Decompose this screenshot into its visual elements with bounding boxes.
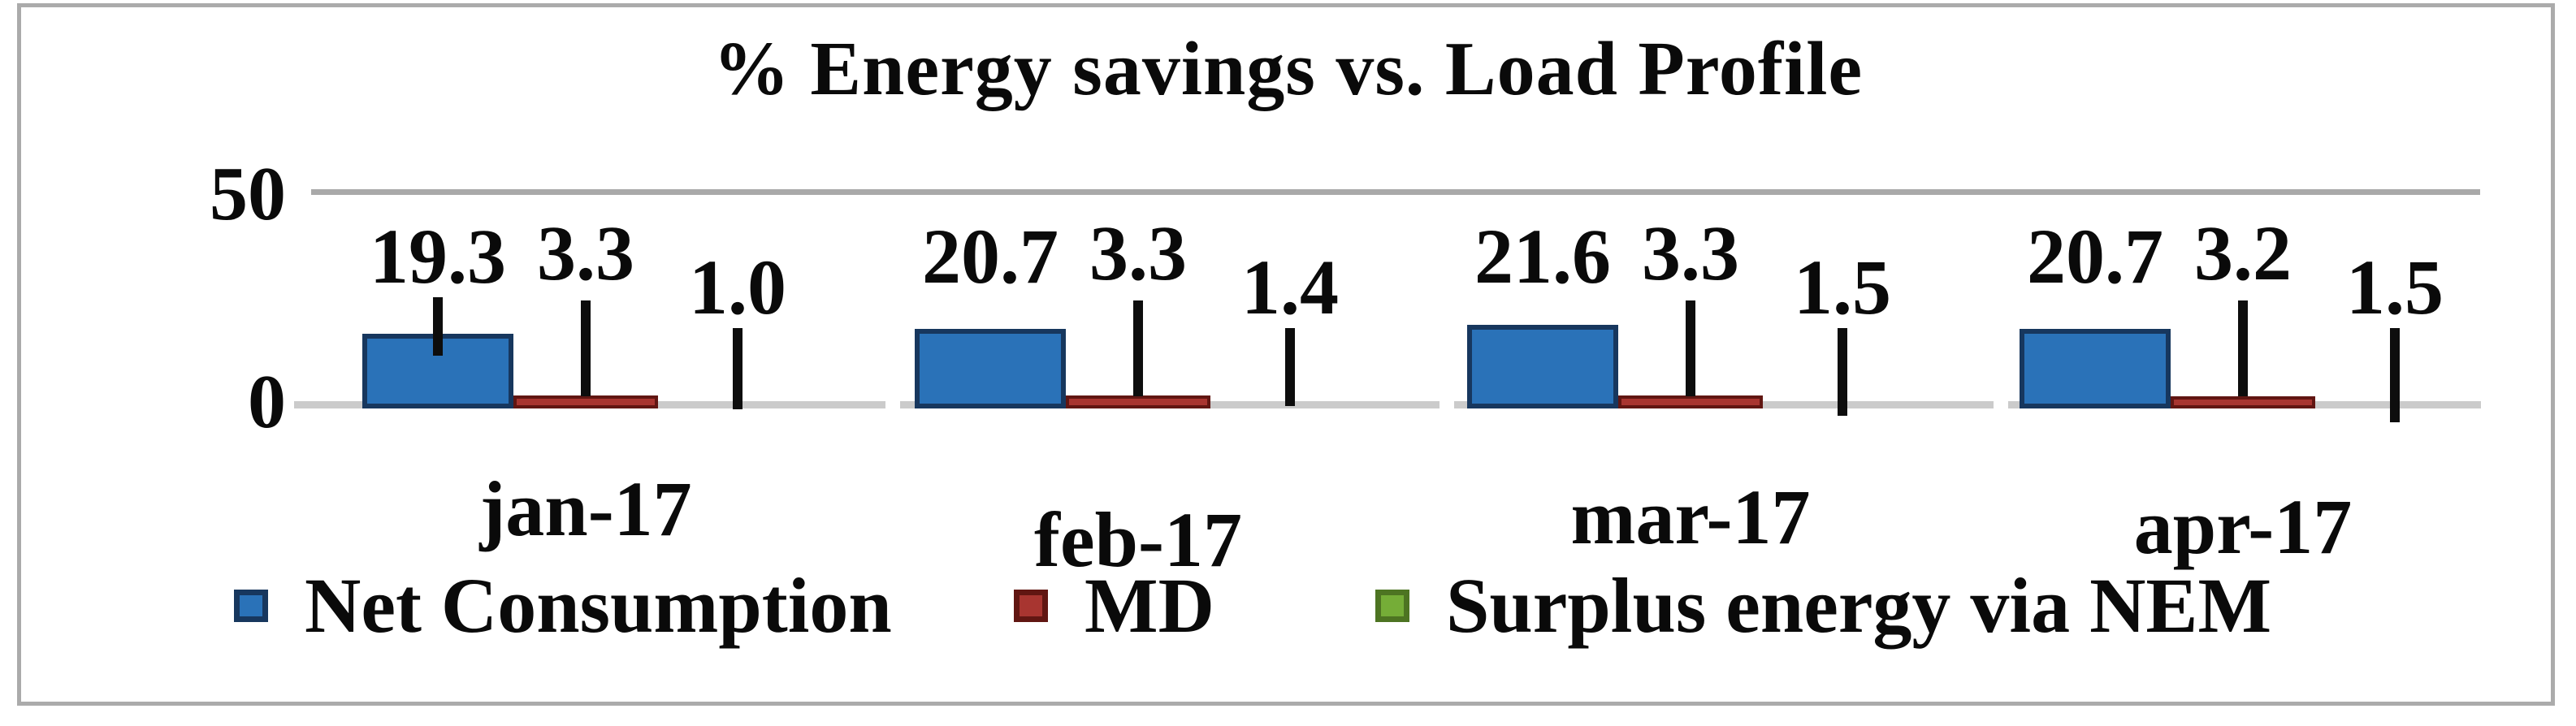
- value-label-net-consumption-mar-17: 21.6: [1474, 213, 1611, 300]
- legend-item-surplus-energy-via-nem: Surplus energy via NEM: [1375, 565, 2271, 646]
- bar-md-mar-17: [1618, 395, 1763, 408]
- value-label-net-consumption-apr-17: 20.7: [2027, 213, 2163, 300]
- bar-net-consumption-feb-17: [915, 329, 1066, 408]
- legend-item-md: MD: [1014, 565, 1214, 646]
- chart-title: % Energy savings vs. Load Profile: [712, 27, 1864, 111]
- bar-md-jan-17: [513, 395, 658, 408]
- leader-line-surplus-energy-via-nem-jan-17: [733, 328, 742, 409]
- value-label-md-feb-17: 3.3: [1089, 210, 1187, 296]
- leader-line-surplus-energy-via-nem-feb-17: [1285, 328, 1295, 406]
- x-axis-label-jan-17: jan-17: [479, 465, 692, 552]
- gridline-top: [311, 189, 2480, 195]
- leader-line-surplus-energy-via-nem-apr-17: [2390, 328, 2400, 422]
- leader-line-md-jan-17: [581, 300, 591, 396]
- legend-label-net-consumption: Net Consumption: [305, 562, 892, 649]
- legend-label-md: MD: [1085, 562, 1214, 649]
- leader-line-md-apr-17: [2238, 300, 2248, 396]
- bar-md-apr-17: [2171, 396, 2315, 408]
- y-axis-tick-0: 0: [248, 360, 286, 444]
- value-label-surplus-energy-via-nem-jan-17: 1.0: [689, 244, 786, 331]
- value-label-net-consumption-feb-17: 20.7: [922, 213, 1059, 300]
- y-axis-tick-50: 50: [210, 152, 286, 236]
- x-axis-label-mar-17: mar-17: [1570, 473, 1811, 560]
- legend-swatch-md: [1014, 590, 1048, 622]
- value-label-md-apr-17: 3.2: [2194, 210, 2292, 296]
- legend-label-surplus-energy-via-nem: Surplus energy via NEM: [1446, 562, 2272, 649]
- bar-net-consumption-apr-17: [2020, 329, 2171, 408]
- x-axis-label-apr-17: apr-17: [2133, 483, 2353, 570]
- value-label-md-jan-17: 3.3: [537, 210, 634, 296]
- bar-md-feb-17: [1066, 395, 1210, 408]
- legend-swatch-net-consumption: [234, 590, 268, 622]
- leader-line-surplus-energy-via-nem-mar-17: [1838, 328, 1847, 416]
- legend-swatch-surplus-energy-via-nem: [1375, 590, 1409, 622]
- x-axis-label-feb-17: feb-17: [1034, 496, 1242, 583]
- value-label-surplus-energy-via-nem-mar-17: 1.5: [1794, 244, 1891, 331]
- leader-line-md-feb-17: [1133, 300, 1143, 396]
- value-label-surplus-energy-via-nem-apr-17: 1.5: [2346, 244, 2444, 331]
- value-label-md-mar-17: 3.3: [1642, 210, 1739, 296]
- legend-item-net-consumption: Net Consumption: [234, 565, 892, 646]
- bar-net-consumption-mar-17: [1467, 325, 1618, 408]
- value-label-surplus-energy-via-nem-feb-17: 1.4: [1241, 244, 1339, 331]
- value-label-net-consumption-jan-17: 19.3: [370, 213, 506, 300]
- leader-line-net-consumption-jan-17: [433, 297, 443, 356]
- leader-line-md-mar-17: [1686, 300, 1695, 396]
